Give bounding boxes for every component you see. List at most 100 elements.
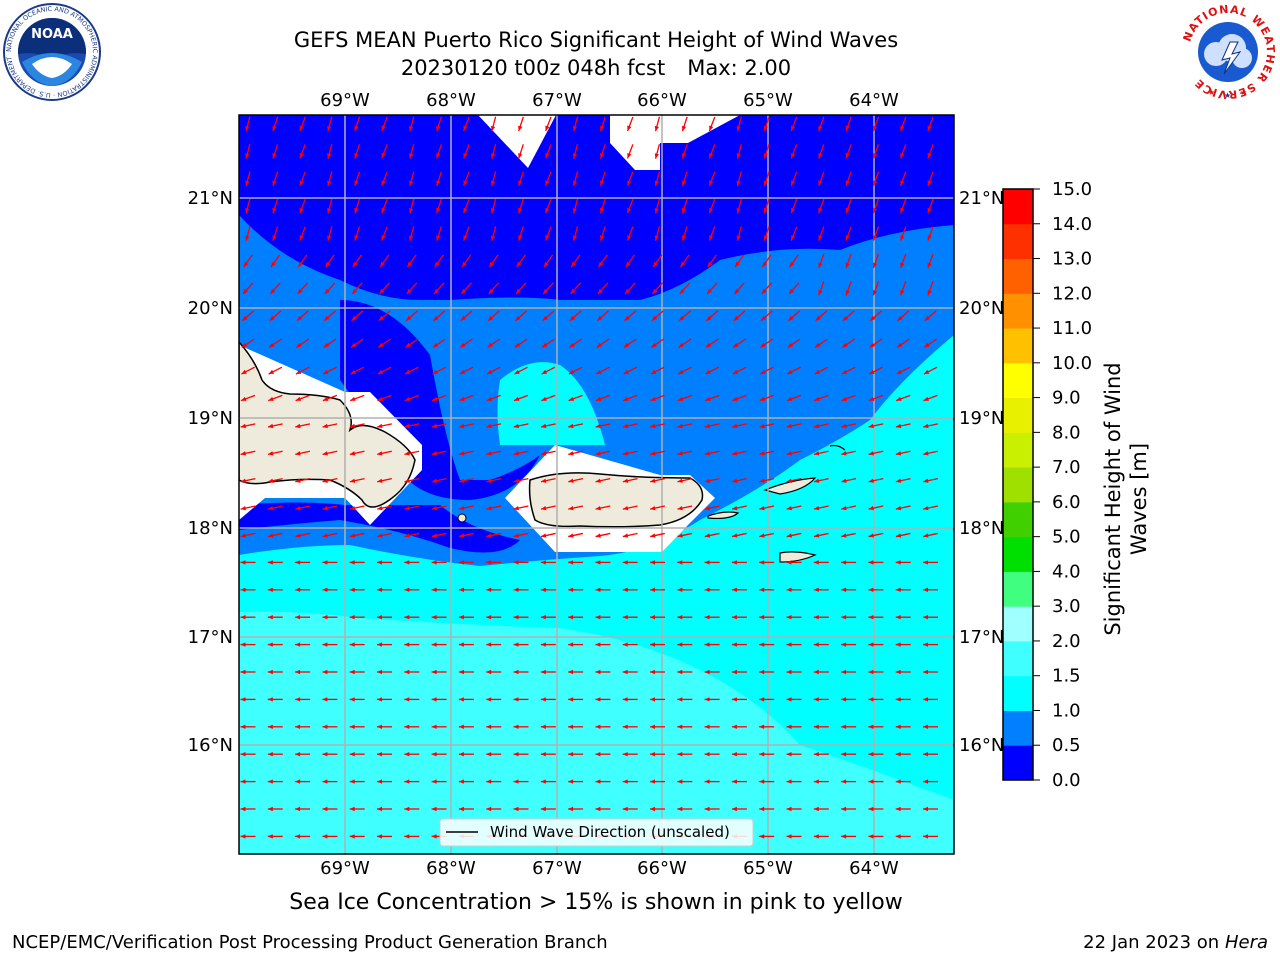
wave-arrow — [927, 253, 934, 269]
colorbar-frame — [1002, 188, 1034, 781]
lon-label-top: 66°W — [637, 90, 687, 111]
wave-arrow — [409, 143, 415, 159]
wave-arrow — [841, 532, 857, 538]
wave-arrow — [677, 560, 693, 565]
wave-arrow — [677, 752, 693, 757]
colorbar-segment — [1003, 745, 1033, 781]
wave-arrow — [459, 366, 474, 375]
wave-arrow — [540, 669, 556, 675]
wave-arrow — [325, 254, 335, 268]
wave-arrow — [351, 310, 364, 322]
wave-arrow — [896, 366, 911, 375]
wave-arrow — [381, 116, 388, 132]
wave-arrow — [650, 724, 665, 729]
wave-arrow — [377, 642, 392, 647]
svg-text:★: ★ — [1240, 88, 1247, 97]
max-value: Max: 2.00 — [687, 56, 792, 80]
colorbar-tick-label: 12.0 — [1052, 283, 1092, 304]
wave-arrow — [295, 806, 311, 812]
wave-arrow — [895, 560, 911, 565]
wave-arrow — [541, 394, 556, 402]
colorbar-segment — [1003, 293, 1033, 329]
wave-arrow — [622, 642, 638, 647]
wave-arrow — [624, 310, 637, 322]
wave-arrow — [677, 642, 693, 647]
lat-label-right: 20°N — [959, 298, 1004, 319]
colorbar-segment — [1003, 571, 1033, 607]
wave-arrow — [568, 806, 584, 812]
wave-arrow — [787, 366, 801, 375]
wave-arrow — [241, 338, 255, 348]
wave-arrow — [322, 779, 338, 784]
wave-direction-arrows — [240, 116, 938, 839]
wave-arrow — [651, 282, 664, 295]
wave-arrow — [568, 669, 584, 675]
wave-arrow — [377, 560, 392, 565]
wave-arrow — [295, 615, 311, 620]
wave-arrow — [350, 366, 365, 375]
wave-arrow — [681, 226, 688, 241]
wave-arrow — [900, 253, 907, 269]
wave-arrow — [872, 116, 880, 132]
wave-arrow — [842, 310, 855, 322]
wave-arrow — [377, 752, 392, 757]
wave-arrow — [322, 806, 338, 812]
colorbar-segment — [1003, 501, 1033, 538]
wave-arrow — [731, 560, 747, 565]
wave-arrow — [436, 198, 443, 214]
wave-arrow — [624, 282, 636, 295]
colorbar-tick-label: 9.0 — [1052, 388, 1081, 409]
wave-arrow — [868, 669, 884, 675]
wave-arrow — [322, 642, 338, 647]
wave-arrow — [458, 450, 474, 456]
wave-arrow — [841, 669, 857, 675]
wave-arrow — [623, 366, 638, 375]
lat-label-right: 16°N — [959, 735, 1004, 756]
wave-arrow — [295, 532, 311, 538]
wave-arrow — [458, 752, 474, 757]
wave-arrow — [431, 779, 447, 784]
wave-arrow — [267, 560, 283, 565]
wave-arrow — [622, 697, 638, 702]
wave-arrow — [622, 532, 638, 538]
wave-arrow — [404, 478, 420, 483]
wave-arrow — [572, 171, 579, 187]
wave-arrow — [813, 779, 829, 784]
wave-arrow — [268, 338, 282, 348]
footer-machine: Hera — [1224, 932, 1268, 953]
wave-arrow — [681, 198, 688, 214]
wave-arrow — [704, 587, 720, 592]
wave-arrow — [572, 198, 579, 214]
wave-arrow — [625, 254, 636, 268]
wave-arrow — [513, 560, 529, 565]
wave-arrow — [240, 806, 256, 812]
wave-arrow — [513, 450, 529, 456]
axis-labels: 69°W 69°W 68°W 68°W 67°W 67°W 66°W 66°W 65°W 65°W… — [188, 90, 1005, 879]
wave-arrow — [349, 615, 365, 620]
wave-arrow — [404, 450, 420, 456]
wave-arrow — [596, 338, 610, 348]
forecast-date: 20230120 t00z 048h fcst — [400, 56, 666, 80]
wave-arrow — [354, 116, 361, 132]
wave-arrow — [490, 198, 497, 214]
wave-arrow — [409, 198, 415, 214]
map-frame — [238, 114, 955, 855]
wave-arrow — [240, 532, 256, 538]
wave-arrow — [542, 310, 555, 322]
wave-arrow — [736, 226, 742, 242]
wave-arrow — [595, 669, 611, 675]
wave-arrow — [841, 394, 856, 402]
wave-arrow — [487, 310, 500, 322]
wave-arrow — [377, 423, 392, 429]
wave-arrow — [841, 478, 857, 483]
wave-arrow — [381, 171, 388, 187]
wave-arrow — [786, 669, 802, 675]
wave-arrow — [568, 560, 584, 565]
wave-arrow — [868, 834, 884, 839]
wave-arrow — [760, 310, 773, 322]
wave-arrow — [240, 834, 256, 839]
wave-arrow — [378, 310, 391, 322]
wave-arrow — [923, 532, 938, 538]
wave-arrow — [458, 587, 474, 592]
wave-arrow — [540, 724, 556, 729]
